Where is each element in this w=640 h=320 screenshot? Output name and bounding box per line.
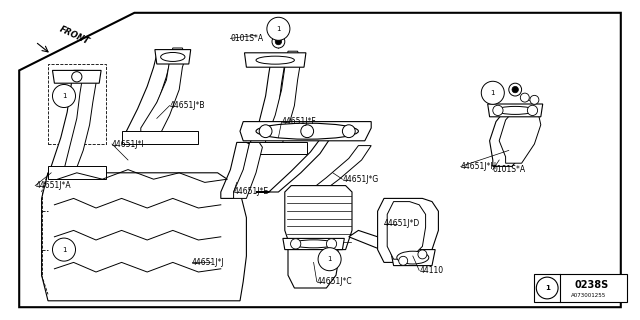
Circle shape: [493, 105, 503, 116]
Text: 0101S*A: 0101S*A: [493, 165, 526, 174]
Text: 0238S: 0238S: [575, 280, 609, 290]
Polygon shape: [51, 70, 86, 179]
Circle shape: [60, 247, 68, 256]
Circle shape: [52, 84, 76, 108]
Polygon shape: [48, 166, 106, 179]
Circle shape: [275, 38, 282, 45]
Bar: [534, 274, 627, 302]
Polygon shape: [285, 186, 352, 250]
Polygon shape: [378, 198, 438, 262]
Polygon shape: [64, 74, 96, 176]
Text: 1: 1: [327, 256, 332, 262]
Circle shape: [418, 250, 427, 259]
Circle shape: [481, 81, 504, 104]
Polygon shape: [349, 230, 429, 256]
Text: 44110: 44110: [419, 266, 444, 275]
Circle shape: [509, 83, 522, 96]
Polygon shape: [499, 106, 541, 163]
Text: 1: 1: [61, 247, 67, 252]
Circle shape: [342, 125, 355, 138]
Polygon shape: [256, 139, 330, 192]
Text: 44651J*B: 44651J*B: [170, 101, 205, 110]
Text: 44651J*C: 44651J*C: [317, 277, 353, 286]
Ellipse shape: [293, 240, 335, 248]
Text: 1: 1: [61, 93, 67, 99]
Text: 1: 1: [490, 90, 495, 96]
Polygon shape: [244, 53, 306, 67]
Circle shape: [301, 125, 314, 138]
Polygon shape: [240, 122, 371, 141]
Circle shape: [512, 86, 518, 93]
Text: 44651J*D: 44651J*D: [384, 220, 420, 228]
Circle shape: [326, 239, 337, 249]
Circle shape: [520, 93, 529, 102]
Polygon shape: [266, 51, 301, 154]
Polygon shape: [490, 106, 534, 166]
Polygon shape: [288, 240, 339, 288]
Circle shape: [318, 248, 341, 271]
Text: A073001255: A073001255: [571, 293, 607, 298]
Circle shape: [272, 35, 285, 48]
Text: 44651J*G: 44651J*G: [342, 175, 379, 184]
Polygon shape: [19, 13, 621, 307]
Circle shape: [527, 105, 538, 116]
Polygon shape: [246, 142, 307, 154]
Text: 44651J*J: 44651J*J: [192, 258, 225, 267]
Ellipse shape: [496, 106, 534, 114]
Circle shape: [530, 95, 539, 104]
Circle shape: [259, 125, 272, 138]
Polygon shape: [250, 54, 285, 154]
Text: 44651J*E: 44651J*E: [234, 188, 269, 196]
Text: FRONT: FRONT: [58, 25, 90, 46]
Text: 0101S*A: 0101S*A: [230, 34, 264, 43]
Ellipse shape: [256, 123, 358, 139]
Text: 44651J*A: 44651J*A: [35, 181, 71, 190]
Polygon shape: [122, 131, 198, 144]
Circle shape: [536, 277, 558, 299]
Polygon shape: [234, 142, 262, 198]
Circle shape: [291, 239, 301, 249]
Ellipse shape: [397, 251, 429, 264]
Polygon shape: [283, 238, 344, 250]
Ellipse shape: [256, 56, 294, 64]
Circle shape: [72, 72, 82, 82]
Text: 1: 1: [276, 26, 281, 32]
Polygon shape: [155, 50, 191, 64]
Circle shape: [399, 256, 408, 265]
Polygon shape: [125, 54, 170, 144]
Ellipse shape: [161, 52, 185, 61]
Text: 1: 1: [545, 285, 550, 291]
Text: 44651J*H: 44651J*H: [461, 162, 497, 171]
Polygon shape: [42, 173, 246, 301]
Polygon shape: [52, 70, 101, 83]
Circle shape: [52, 238, 76, 261]
Polygon shape: [390, 250, 435, 266]
Text: 44651J*F: 44651J*F: [282, 117, 316, 126]
Polygon shape: [291, 146, 371, 198]
Polygon shape: [488, 104, 543, 117]
Circle shape: [267, 17, 290, 40]
Text: 44651J*I: 44651J*I: [112, 140, 145, 148]
Polygon shape: [221, 142, 250, 198]
Polygon shape: [387, 202, 426, 259]
Polygon shape: [141, 48, 186, 141]
